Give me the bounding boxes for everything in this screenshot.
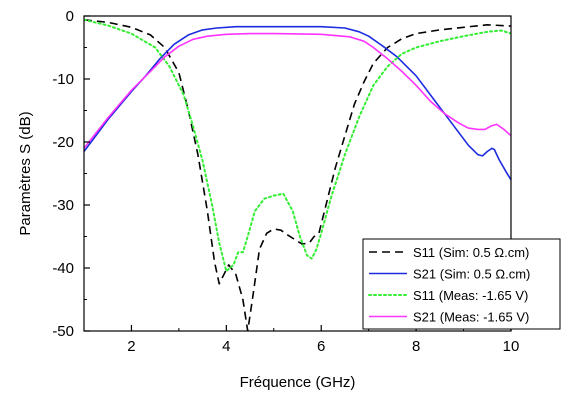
x-tick-label: 8 bbox=[412, 338, 420, 355]
legend-label-3: S11 (Meas: -1.65 V) bbox=[413, 288, 528, 303]
x-tick-label: 2 bbox=[127, 338, 135, 355]
y-tick-label: -50 bbox=[52, 323, 74, 340]
series-layer bbox=[84, 18, 511, 331]
legend: S11 (Sim: 0.5 Ω.cm) S21 (Sim: 0.5 Ω.cm) S1… bbox=[362, 238, 561, 330]
legend-box bbox=[362, 238, 561, 330]
y-tick-label: -30 bbox=[52, 197, 74, 214]
legend-label-1: S11 (Sim: 0.5 Ω.cm) bbox=[413, 245, 529, 260]
y-axis-title: Paramètres S (dB) bbox=[17, 111, 34, 235]
y-tick-label: -20 bbox=[52, 134, 74, 151]
legend-label-2: S21 (Sim: 0.5 Ω.cm) bbox=[413, 267, 530, 282]
axis-layer: 2 4 6 8 10 0 -10 -20 -30 -40 -50 bbox=[52, 8, 519, 355]
series-line-4 bbox=[84, 32, 511, 149]
y-tick-label: -10 bbox=[52, 71, 74, 88]
series-line-1 bbox=[84, 19, 511, 331]
x-axis-title: Fréquence (GHz) bbox=[240, 374, 356, 391]
x-tick-label: 4 bbox=[222, 338, 230, 355]
y-tick-label: 0 bbox=[66, 8, 74, 25]
series-line-3 bbox=[84, 18, 511, 273]
y-tick-label: -40 bbox=[52, 260, 74, 277]
series-group bbox=[84, 18, 511, 331]
x-tick-label: 6 bbox=[317, 338, 325, 355]
x-tick-label: 10 bbox=[503, 338, 520, 355]
series-line-2 bbox=[84, 25, 511, 181]
legend-label-4: S21 (Meas: -1.65 V) bbox=[413, 310, 529, 325]
